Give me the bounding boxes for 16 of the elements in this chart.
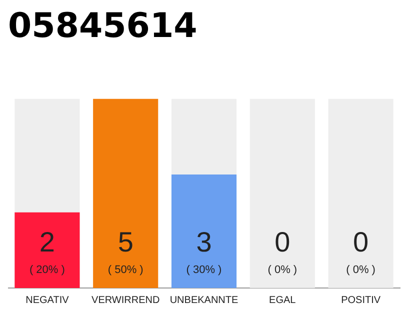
data-label: 2: [39, 226, 55, 258]
data-label: 5: [118, 226, 134, 258]
annotation: ( 20% ): [29, 264, 65, 276]
annotation: ( 50% ): [108, 264, 144, 276]
x-tick-label: NEGATIV: [26, 294, 70, 306]
data-label: 0: [353, 226, 369, 258]
annotation: ( 0% ): [346, 264, 376, 276]
annotation: ( 0% ): [268, 264, 298, 276]
x-tick-label: UNBEKANNTE: [170, 294, 238, 306]
data-label: 0: [274, 226, 290, 258]
annotation: ( 30% ): [186, 264, 222, 276]
data-label: 3: [196, 226, 212, 258]
chart-title: 05845614: [8, 6, 198, 46]
x-tick-label: VERWIRREND: [92, 294, 160, 306]
x-tick-label: EGAL: [269, 294, 296, 306]
x-tick-label: POSITIV: [341, 294, 381, 306]
